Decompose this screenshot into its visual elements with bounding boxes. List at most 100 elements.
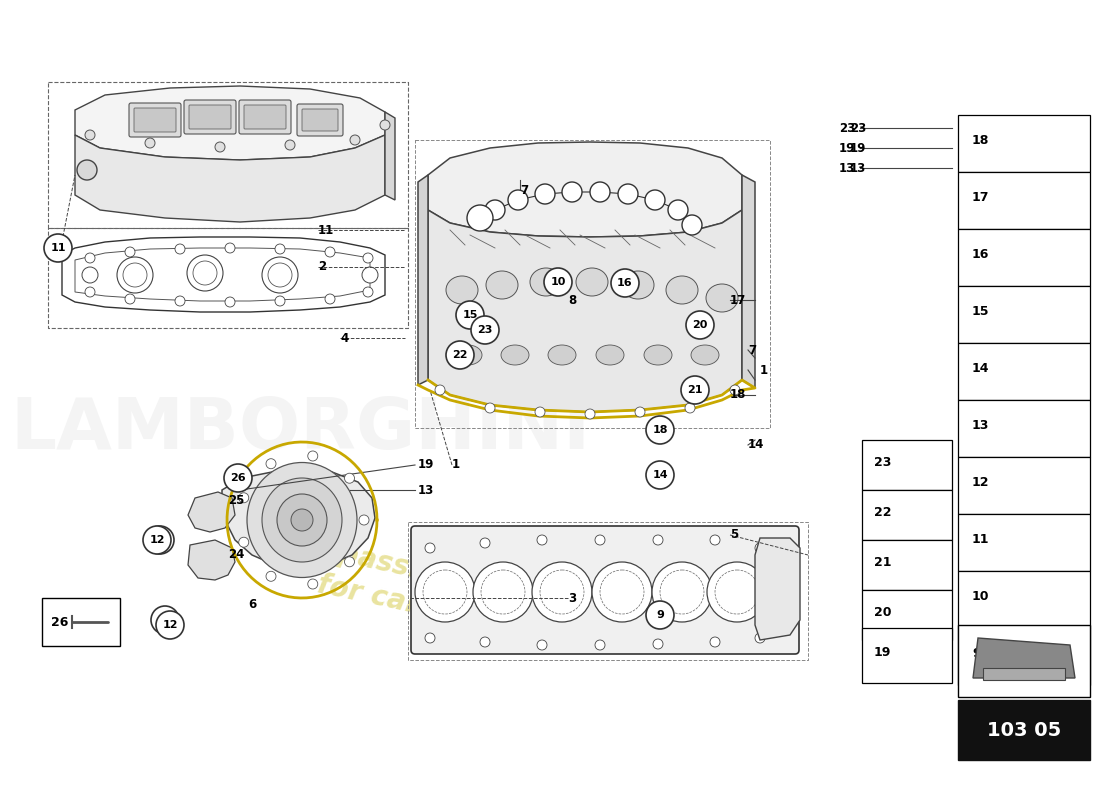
Bar — [42, 598, 120, 646]
Circle shape — [285, 140, 295, 150]
Circle shape — [562, 182, 582, 202]
Circle shape — [592, 562, 652, 622]
Circle shape — [77, 160, 97, 180]
Circle shape — [146, 526, 174, 554]
Ellipse shape — [621, 271, 654, 299]
Text: 8: 8 — [568, 294, 576, 306]
Circle shape — [508, 190, 528, 210]
Text: 23: 23 — [874, 456, 891, 469]
Text: 1: 1 — [452, 458, 460, 471]
Circle shape — [730, 385, 740, 395]
Circle shape — [595, 640, 605, 650]
Circle shape — [635, 407, 645, 417]
Circle shape — [585, 409, 595, 419]
Circle shape — [707, 562, 767, 622]
Circle shape — [532, 562, 592, 622]
Circle shape — [363, 287, 373, 297]
Text: 14: 14 — [652, 470, 668, 480]
Circle shape — [344, 474, 354, 483]
Polygon shape — [428, 142, 742, 237]
Circle shape — [44, 234, 72, 262]
Circle shape — [652, 562, 712, 622]
Polygon shape — [188, 492, 235, 532]
Circle shape — [456, 301, 484, 329]
Text: 18: 18 — [972, 134, 989, 147]
Circle shape — [544, 268, 572, 296]
Text: 6: 6 — [248, 598, 256, 611]
Text: 4: 4 — [340, 331, 349, 345]
Circle shape — [239, 538, 249, 547]
Text: 21: 21 — [688, 385, 703, 395]
Polygon shape — [974, 638, 1075, 678]
Bar — [958, 343, 1090, 400]
Text: 11: 11 — [972, 533, 990, 546]
Bar — [983, 668, 1065, 680]
Circle shape — [344, 557, 354, 566]
Circle shape — [187, 255, 223, 291]
Polygon shape — [742, 175, 755, 388]
Polygon shape — [75, 86, 385, 160]
Bar — [958, 172, 1090, 229]
Bar — [958, 286, 1090, 343]
Circle shape — [145, 138, 155, 148]
Circle shape — [537, 535, 547, 545]
Circle shape — [485, 403, 495, 413]
Text: 103 05: 103 05 — [987, 721, 1062, 739]
Circle shape — [653, 535, 663, 545]
Circle shape — [85, 287, 95, 297]
Circle shape — [415, 562, 475, 622]
Text: 18: 18 — [652, 425, 668, 435]
Text: 26: 26 — [52, 615, 68, 629]
Ellipse shape — [596, 345, 624, 365]
Text: 14: 14 — [972, 362, 990, 375]
Text: 19: 19 — [850, 142, 867, 154]
Bar — [958, 229, 1090, 286]
Text: 17: 17 — [730, 294, 746, 306]
FancyBboxPatch shape — [184, 100, 236, 134]
Circle shape — [681, 376, 710, 404]
Text: 13: 13 — [972, 419, 989, 432]
Text: 11: 11 — [318, 223, 334, 237]
Circle shape — [143, 526, 170, 554]
Text: 12: 12 — [972, 476, 990, 489]
Ellipse shape — [248, 462, 358, 578]
FancyBboxPatch shape — [134, 108, 176, 132]
Bar — [958, 514, 1090, 571]
Circle shape — [473, 562, 534, 622]
Bar — [958, 628, 1090, 685]
Circle shape — [156, 611, 184, 639]
Text: 9: 9 — [656, 610, 664, 620]
Circle shape — [610, 269, 639, 297]
Circle shape — [350, 135, 360, 145]
Circle shape — [480, 538, 490, 548]
Circle shape — [362, 267, 378, 283]
Circle shape — [755, 543, 764, 553]
Circle shape — [535, 184, 556, 204]
Text: 23: 23 — [850, 122, 867, 134]
Text: 16: 16 — [617, 278, 632, 288]
Text: 18: 18 — [730, 389, 747, 402]
Ellipse shape — [666, 276, 698, 304]
Polygon shape — [428, 210, 742, 412]
Bar — [958, 400, 1090, 457]
Ellipse shape — [446, 276, 478, 304]
Text: 7: 7 — [520, 183, 528, 197]
Circle shape — [653, 639, 663, 649]
Text: 17: 17 — [972, 191, 990, 204]
Circle shape — [82, 267, 98, 283]
Circle shape — [618, 184, 638, 204]
Circle shape — [275, 244, 285, 254]
Text: 26: 26 — [230, 473, 245, 483]
Text: 15: 15 — [972, 305, 990, 318]
Circle shape — [214, 142, 225, 152]
Text: 20: 20 — [874, 606, 891, 619]
Circle shape — [117, 257, 153, 293]
Polygon shape — [418, 175, 428, 385]
Circle shape — [485, 200, 505, 220]
Bar — [862, 490, 951, 540]
Text: 20: 20 — [692, 320, 707, 330]
Polygon shape — [385, 112, 395, 200]
Ellipse shape — [576, 268, 608, 296]
Circle shape — [308, 579, 318, 589]
Text: 19: 19 — [418, 458, 434, 471]
